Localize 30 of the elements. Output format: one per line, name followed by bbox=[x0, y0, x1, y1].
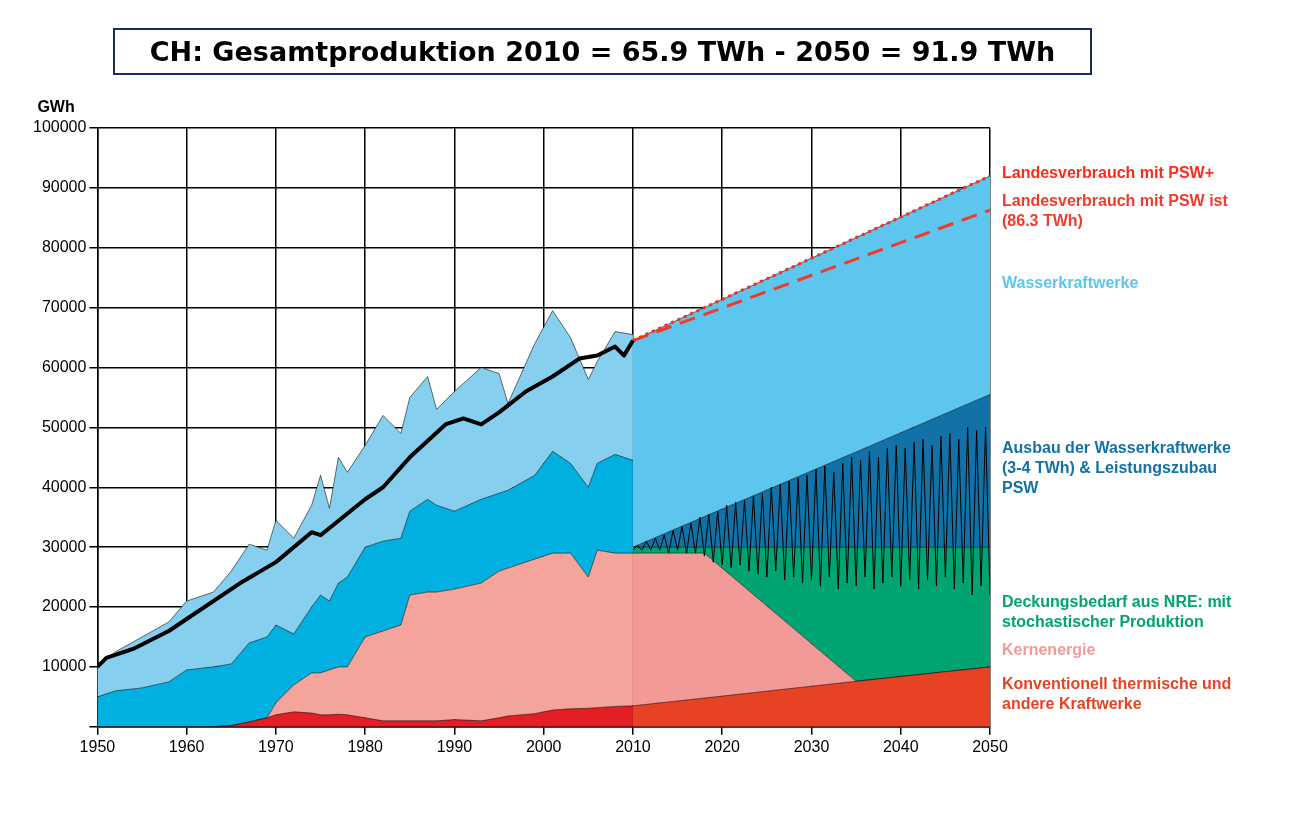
y-axis-title: GWh bbox=[37, 98, 75, 116]
x-tick-label: 1980 bbox=[347, 737, 384, 755]
y-tick-label: 10000 bbox=[41, 657, 87, 675]
series-label: Landesverbrauch mit PSW+ bbox=[1002, 164, 1215, 182]
y-tick-label: 80000 bbox=[41, 238, 87, 256]
x-tick-label: 2030 bbox=[793, 737, 830, 755]
x-tick-label: 2000 bbox=[525, 737, 562, 755]
series-label: Landesverbrauch mit PSW ist (86.3 TWh) bbox=[1002, 192, 1229, 230]
series-label: Ausbau der Wasserkraftwerke (3-4 TWh) & Leistungszubau PSW bbox=[1002, 439, 1231, 497]
x-tick-label: 1990 bbox=[436, 737, 473, 755]
x-tick-label: 1950 bbox=[79, 737, 116, 755]
x-tick-label: 1970 bbox=[258, 737, 294, 755]
series-label: Deckungsbedarf aus NRE: mit stochastischer Produktion bbox=[1002, 592, 1233, 630]
x-tick-label: 2050 bbox=[972, 737, 1008, 755]
x-tick-label: 2040 bbox=[882, 737, 919, 755]
y-tick-label: 100000 bbox=[33, 118, 87, 136]
y-tick-label: 30000 bbox=[41, 537, 87, 555]
series-label: Konventionell thermische und andere Kraftwerke bbox=[1002, 675, 1232, 713]
y-tick-label: 40000 bbox=[41, 477, 87, 495]
y-tick-label: 50000 bbox=[41, 417, 87, 435]
y-tick-label: 20000 bbox=[41, 597, 87, 615]
x-tick-label: 2010 bbox=[615, 737, 651, 755]
chart-title: CH: Gesamtproduktion 2010 = 65.9 TWh - 2050 = 91.9 TWh bbox=[113, 28, 1092, 75]
y-tick-label: 90000 bbox=[41, 178, 87, 196]
series-label: Kernenergie bbox=[1002, 640, 1096, 658]
series-label: Wasserkraftwerke bbox=[1002, 273, 1139, 291]
x-tick-label: 2020 bbox=[704, 737, 741, 755]
x-tick-label: 1960 bbox=[168, 737, 205, 755]
y-tick-label: 60000 bbox=[41, 357, 87, 375]
y-tick-label: 70000 bbox=[41, 298, 87, 316]
